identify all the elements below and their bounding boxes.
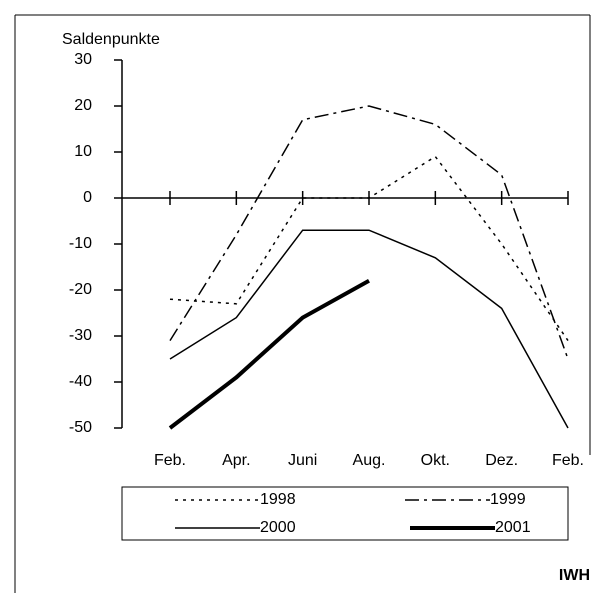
x-tick-label: Feb. <box>154 452 186 469</box>
y-tick-label: 30 <box>74 51 92 68</box>
y-tick-label: -50 <box>69 419 92 436</box>
y-tick-label: -30 <box>69 327 92 344</box>
x-tick-label: Juni <box>288 452 317 469</box>
x-tick-label: Dez. <box>485 452 518 469</box>
series-line <box>169 105 569 360</box>
x-tick-label: Okt. <box>421 452 450 469</box>
y-tick-label: -40 <box>69 373 92 390</box>
y-tick-label: -20 <box>69 281 92 298</box>
series-line <box>169 155 569 342</box>
x-tick-label: Feb. <box>552 452 584 469</box>
source: IWH <box>559 567 590 584</box>
y-tick-label: 0 <box>83 189 92 206</box>
legend-label: 2000 <box>260 519 296 536</box>
legend-label: 1998 <box>260 491 296 508</box>
series-line <box>169 229 569 429</box>
y-axis-label: Saldenpunkte <box>62 31 160 48</box>
y-tick-label: -10 <box>69 235 92 252</box>
x-tick-label: Apr. <box>222 452 250 469</box>
y-tick-label: 10 <box>74 143 92 160</box>
legend-label: 1999 <box>490 491 526 508</box>
legend-label: 2001 <box>495 519 531 536</box>
y-tick-label: 20 <box>74 97 92 114</box>
x-tick-label: Aug. <box>353 452 386 469</box>
series-line <box>168 279 370 430</box>
legend-box <box>121 486 569 541</box>
